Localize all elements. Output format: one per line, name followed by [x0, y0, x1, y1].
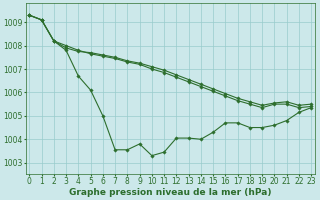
X-axis label: Graphe pression niveau de la mer (hPa): Graphe pression niveau de la mer (hPa): [69, 188, 271, 197]
